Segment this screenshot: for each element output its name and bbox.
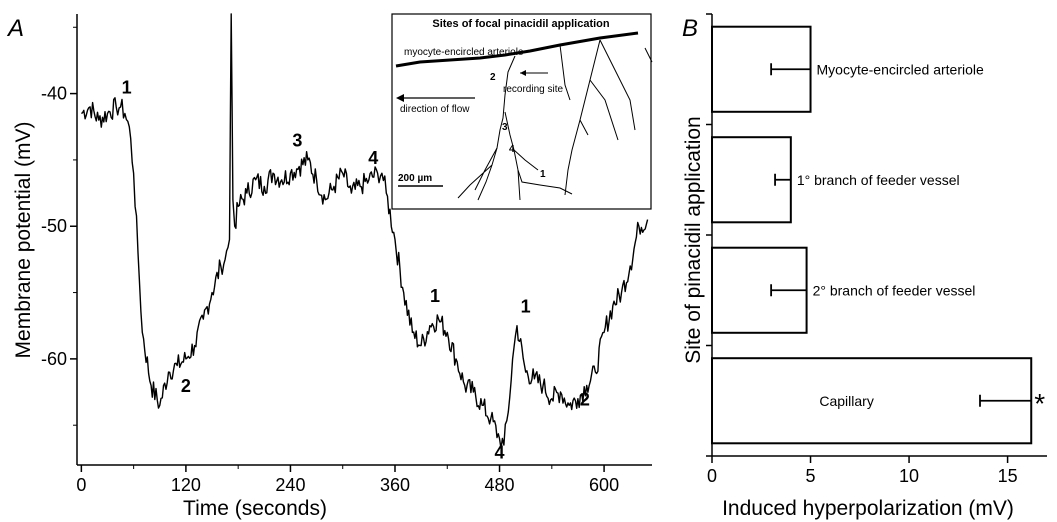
bar-category-label: Capillary [819,393,873,409]
bar-category-label: Myocyte-encircled arteriole [817,61,984,77]
x-tick-label: 15 [998,466,1018,486]
recording-site-label: recording site [503,84,563,95]
branch-vessel [504,111,573,195]
inset-site-2: 2 [490,72,496,83]
trace-marker-label: 4 [368,148,378,168]
x-tick-label: 10 [899,466,919,486]
significance-star: * [1034,388,1045,419]
inset-site-1: 1 [540,169,546,180]
inset-frame [391,13,652,210]
inset-site-3: 3 [502,122,508,133]
panel-b-x-axis-title: Induced hyperpolarization (mV) [722,497,1014,520]
y-tick-label: -50 [41,216,67,236]
capillary-branches [457,147,539,201]
panel-b: B 0 5 10 15 Myocyte-encircled arteriole 1° b… [682,13,1047,520]
inset-site-4: 4 [509,144,515,155]
panel-a-letter: A [6,15,24,42]
trace-marker-label: 3 [292,131,302,151]
arteriole-vessel [395,31,639,68]
trace-marker-label: 1 [122,78,132,98]
bar [711,25,812,113]
panel-a-ticks: 0 120 240 360 480 600 -40 -50 -60 [41,26,619,495]
vessel-label: myocyte-encircled arteriole [404,47,524,58]
trace-marker-label: 1 [521,296,531,316]
trace-marker-label: 1 [430,286,440,306]
flow-label: direction of flow [400,104,470,115]
membrane-potential-trace [81,13,649,450]
x-tick-label: 360 [380,475,410,495]
x-tick-label: 480 [485,475,515,495]
bar [711,357,1033,445]
x-tick-label: 5 [806,466,816,486]
inset-title: Sites of focal pinacidil application [432,18,610,30]
feeder-vessel [477,55,516,201]
panel-b-y-axis-title: Site of pinacidil application [682,116,705,364]
x-tick-label: 600 [589,475,619,495]
trace-marker-label: 4 [495,442,505,462]
x-tick-label: 240 [275,475,305,495]
panel-b-ticks: 0 5 10 15 [706,13,1018,486]
y-tick-label: -60 [41,349,67,369]
bar-category-label: 2° branch of feeder vessel [813,282,976,298]
x-tick-label: 0 [707,466,717,486]
trace-marker-label: 2 [181,376,191,396]
x-tick-label: 120 [171,475,201,495]
bar-category-label: 1° branch of feeder vessel [797,172,960,188]
x-tick-label: 0 [76,475,86,495]
y-tick-label: -40 [41,84,67,104]
trace-marker-label: 2 [580,389,590,409]
inset-vessel-map: Sites of focal pinacidil application myo… [391,13,653,210]
panel-a-y-axis-title: Membrane potential (mV) [12,122,35,359]
panel-b-bars: Myocyte-encircled arteriole 1° branch of … [711,25,1045,445]
panel-a-x-axis-title: Time (seconds) [183,497,327,520]
side-branches [559,39,653,196]
recording-arrow-head [520,70,526,76]
panel-b-letter: B [682,15,698,42]
flow-arrow-head [396,94,404,102]
scale-bar-label: 200 µm [398,173,432,184]
